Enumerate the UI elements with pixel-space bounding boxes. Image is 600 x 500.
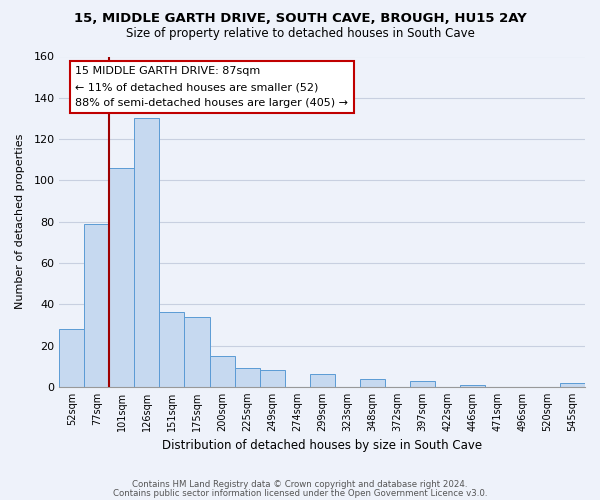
Bar	[59, 329, 85, 387]
Bar	[560, 382, 585, 387]
Bar	[260, 370, 284, 387]
Text: Size of property relative to detached houses in South Cave: Size of property relative to detached ho…	[125, 28, 475, 40]
Text: Contains HM Land Registry data © Crown copyright and database right 2024.: Contains HM Land Registry data © Crown c…	[132, 480, 468, 489]
Bar	[85, 224, 109, 387]
Bar	[184, 316, 209, 387]
Text: 15, MIDDLE GARTH DRIVE, SOUTH CAVE, BROUGH, HU15 2AY: 15, MIDDLE GARTH DRIVE, SOUTH CAVE, BROU…	[74, 12, 526, 26]
Text: 15 MIDDLE GARTH DRIVE: 87sqm
← 11% of detached houses are smaller (52)
88% of se: 15 MIDDLE GARTH DRIVE: 87sqm ← 11% of de…	[75, 66, 348, 108]
Bar	[235, 368, 260, 387]
Bar	[360, 378, 385, 387]
Text: Contains public sector information licensed under the Open Government Licence v3: Contains public sector information licen…	[113, 488, 487, 498]
Bar	[109, 168, 134, 387]
Bar	[310, 374, 335, 387]
Y-axis label: Number of detached properties: Number of detached properties	[15, 134, 25, 310]
Bar	[460, 384, 485, 387]
Bar	[160, 312, 184, 387]
X-axis label: Distribution of detached houses by size in South Cave: Distribution of detached houses by size …	[162, 440, 482, 452]
Bar	[410, 380, 435, 387]
Bar	[134, 118, 160, 387]
Bar	[209, 356, 235, 387]
